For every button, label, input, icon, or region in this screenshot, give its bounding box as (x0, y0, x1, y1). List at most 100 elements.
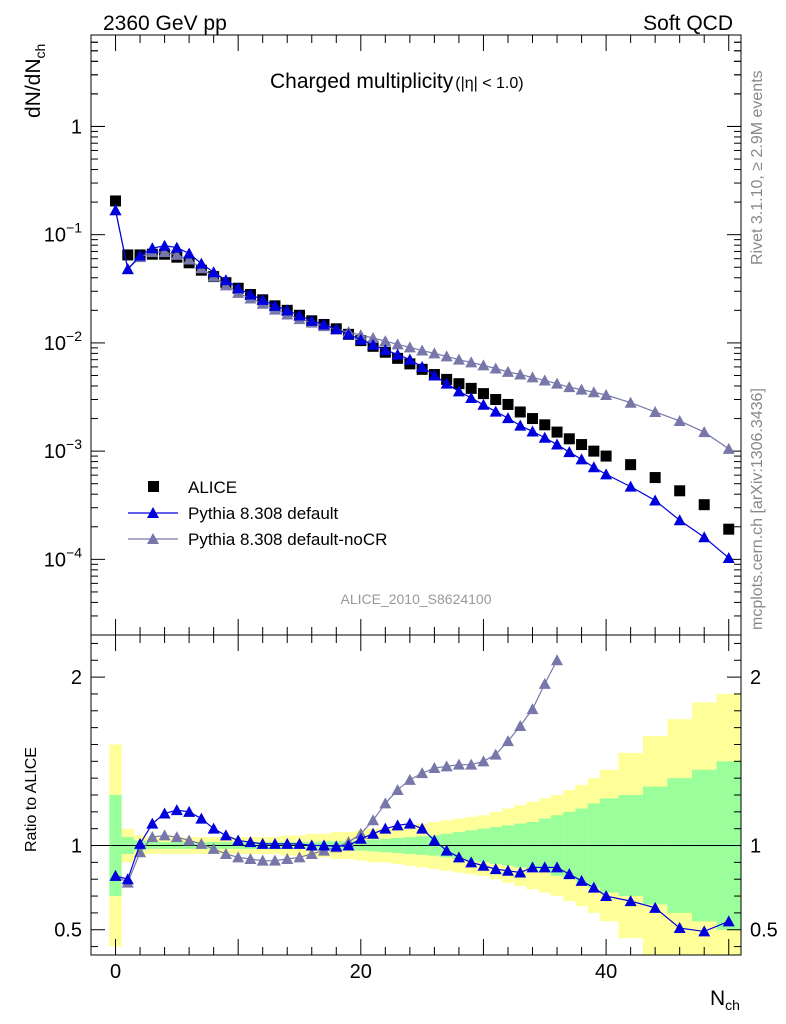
ratio-panel-series (109, 654, 735, 937)
ratio-default-point (526, 861, 539, 873)
pythia-nocr-point (428, 347, 441, 359)
pythia-default-point (649, 494, 662, 506)
main-y-tick-label: 10−2 (44, 328, 82, 355)
alice-data-point (514, 406, 526, 418)
pythia-default-point (452, 385, 465, 397)
pythia-default-point (232, 282, 245, 294)
legend-label-default: Pythia 8.308 default (188, 504, 339, 523)
plot-title: Charged multiplicity (|η| < 1.0) (270, 70, 524, 93)
legend-label-alice: ALICE (188, 478, 237, 497)
pythia-default-point (170, 241, 183, 253)
ratio-default-point (501, 864, 514, 876)
pythia-nocr-point (514, 368, 527, 380)
ratio-default-point (465, 856, 478, 868)
ratio-default-point (428, 834, 441, 846)
ratio-default-point (293, 837, 306, 849)
ratio-y-tick-label: 2 (71, 667, 82, 689)
ratio-uncertainty-bands (109, 693, 741, 955)
legend: ALICE Pythia 8.308 default Pythia 8.308 … (128, 478, 387, 549)
pythia-default-point (293, 309, 306, 321)
main-y-tick-label: 10−1 (44, 220, 82, 247)
main-y-label-base: dN/dN (22, 58, 45, 118)
main-y-axis-label: dN/dNch (22, 44, 48, 118)
pythia-nocr-point (624, 396, 637, 408)
ratio-default-point (403, 817, 416, 829)
ratio-nocr-point (195, 837, 208, 849)
plot-title-suffix: (|η| < 1.0) (455, 75, 523, 92)
ratio-panel-axes: 0 20 40 0.5 0.5 1 1 2 2 (54, 635, 778, 983)
pythia-default-point (244, 288, 257, 300)
pythia-default-point (477, 398, 490, 410)
pythia-default-point (134, 249, 147, 261)
ratio-default-point (244, 836, 257, 848)
ratio-nocr-point (219, 847, 232, 859)
pythia-nocr-point (501, 365, 514, 377)
x-label-sub: ch (725, 997, 740, 1013)
legend-marker-default (147, 507, 159, 518)
ratio-default-point (563, 868, 576, 880)
x-tick-label: 20 (350, 961, 372, 983)
ratio-default-point (514, 866, 527, 878)
ratio-nocr-point (514, 719, 527, 731)
pythia-default-line (114, 210, 730, 559)
ratio-nocr-point (452, 758, 465, 770)
pythia-nocr-point (600, 389, 613, 401)
pythia-default-point (183, 247, 196, 259)
ratio-default-point (330, 840, 343, 852)
main-y-tick-label: 10−3 (44, 436, 82, 463)
ratio-nocr-point (268, 854, 281, 866)
ratio-default-point (624, 895, 637, 907)
ratio-nocr-point (551, 654, 564, 666)
pythia-nocr-point (489, 362, 502, 374)
ratio-default-point (673, 922, 686, 934)
ratio-nocr-point (305, 847, 318, 859)
ratio-nocr-point (207, 842, 220, 854)
pythia-nocr-line (114, 210, 730, 450)
alice-data-point (490, 393, 502, 405)
ratio-nocr-point (428, 762, 441, 774)
plot-title-main: Charged multiplicity (270, 70, 454, 93)
pythia-nocr-point (416, 344, 429, 356)
pythia-default-point (109, 204, 122, 216)
alice-data-point (698, 499, 710, 511)
legend-label-nocr: Pythia 8.308 default-noCR (188, 530, 387, 549)
pythia-default-point (391, 348, 404, 360)
ratio-nocr-point (256, 854, 269, 866)
ratio-default-point (281, 837, 294, 849)
pythia-nocr-point (722, 442, 735, 454)
ratio-default-point (722, 915, 735, 927)
alice-data-point (600, 450, 612, 462)
ratio-default-line (115, 809, 729, 933)
pythia-default-point (281, 304, 294, 316)
pythia-nocr-point (391, 338, 404, 350)
ratio-nocr-point (416, 767, 429, 779)
pythia-default-point (440, 377, 453, 389)
ratio-nocr-point (183, 834, 196, 846)
ratio-nocr-point (391, 783, 404, 795)
pythia-default-point (195, 257, 208, 269)
x-tick-label: 0 (110, 961, 121, 983)
ratio-default-point (452, 851, 465, 863)
ratio-y-tick-label: 1 (71, 836, 82, 858)
ratio-default-point (354, 832, 367, 844)
pythia-default-point (403, 353, 416, 365)
ratio-y-tick-label-right: 2 (750, 667, 761, 689)
pythia-nocr-point (563, 381, 576, 393)
alice-data-point (122, 249, 134, 261)
pythia-default-point (219, 274, 232, 286)
ratio-default-point (207, 822, 220, 834)
ratio-nocr-point (281, 853, 294, 864)
pythia-default-point (256, 293, 269, 305)
ratio-y-tick-label-right: 0.5 (750, 920, 778, 942)
pythia-nocr-point (538, 374, 551, 386)
ratio-nocr-point (232, 851, 245, 863)
pythia-nocr-point (367, 332, 380, 344)
pythia-default-point (305, 314, 318, 326)
pythia-default-point (538, 431, 551, 443)
ratio-default-point (391, 819, 404, 831)
x-tick-label: 40 (595, 961, 617, 983)
ratio-series-clipped (109, 654, 735, 937)
ratio-nocr-point (293, 851, 306, 863)
main-y-label-sub: ch (32, 44, 48, 59)
pythia-nocr-point (403, 341, 416, 353)
